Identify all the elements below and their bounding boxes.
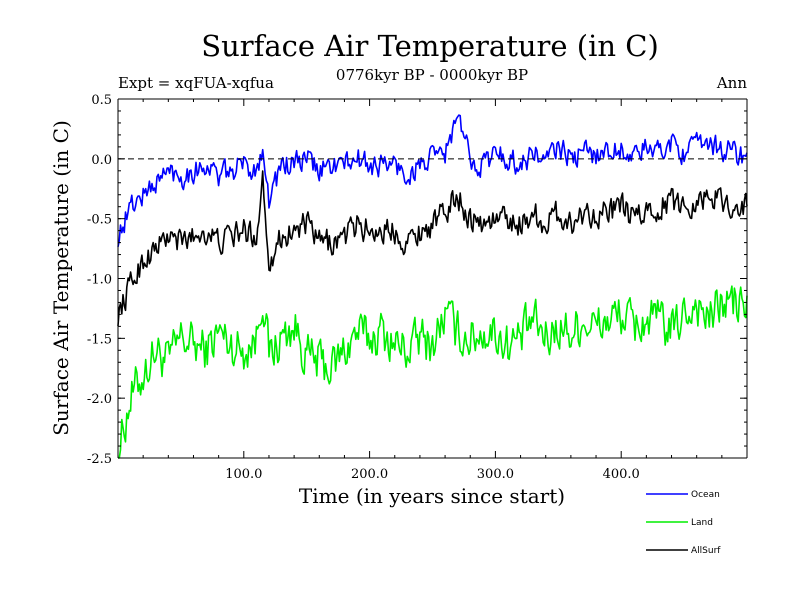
y-tick-label: -0.5 bbox=[87, 213, 112, 228]
y-tick-label: 0.5 bbox=[91, 93, 112, 108]
season-label: Ann bbox=[716, 74, 747, 92]
legend: Ocean Land AllSurf bbox=[646, 490, 721, 556]
x-axis-label: Time (in years since start) bbox=[299, 484, 565, 508]
legend-label-ocean: Ocean bbox=[691, 490, 720, 500]
y-axis-label: Surface Air Temperature (in C) bbox=[49, 120, 73, 436]
x-tick-label: 400.0 bbox=[603, 467, 640, 482]
series-line-land bbox=[118, 285, 748, 459]
y-tick-label: -1.0 bbox=[87, 273, 112, 288]
legend-label-allsurf: AllSurf bbox=[691, 546, 721, 556]
experiment-label: Expt = xqFUA-xqfua bbox=[118, 74, 274, 92]
y-tick-label: -2.0 bbox=[87, 392, 112, 407]
series-line-allsurf bbox=[117, 170, 748, 327]
series-line-ocean bbox=[117, 114, 748, 247]
y-tick-label: -2.5 bbox=[87, 452, 112, 467]
period-label: 0776kyr BP - 0000kyr BP bbox=[336, 66, 528, 84]
ticks: -2.5 -2.0 -1.5 -1.0 -0.5 0.0 0.5 100.0 200.0 300.… bbox=[87, 93, 747, 482]
chart-title: Surface Air Temperature (in C) bbox=[201, 29, 659, 63]
y-tick-label: -1.5 bbox=[87, 332, 112, 347]
plot-lines bbox=[117, 114, 748, 459]
x-tick-label: 200.0 bbox=[351, 467, 388, 482]
x-tick-label: 100.0 bbox=[225, 467, 262, 482]
x-tick-label: 300.0 bbox=[477, 467, 514, 482]
y-tick-label: 0.0 bbox=[91, 153, 112, 168]
legend-label-land: Land bbox=[691, 518, 713, 528]
